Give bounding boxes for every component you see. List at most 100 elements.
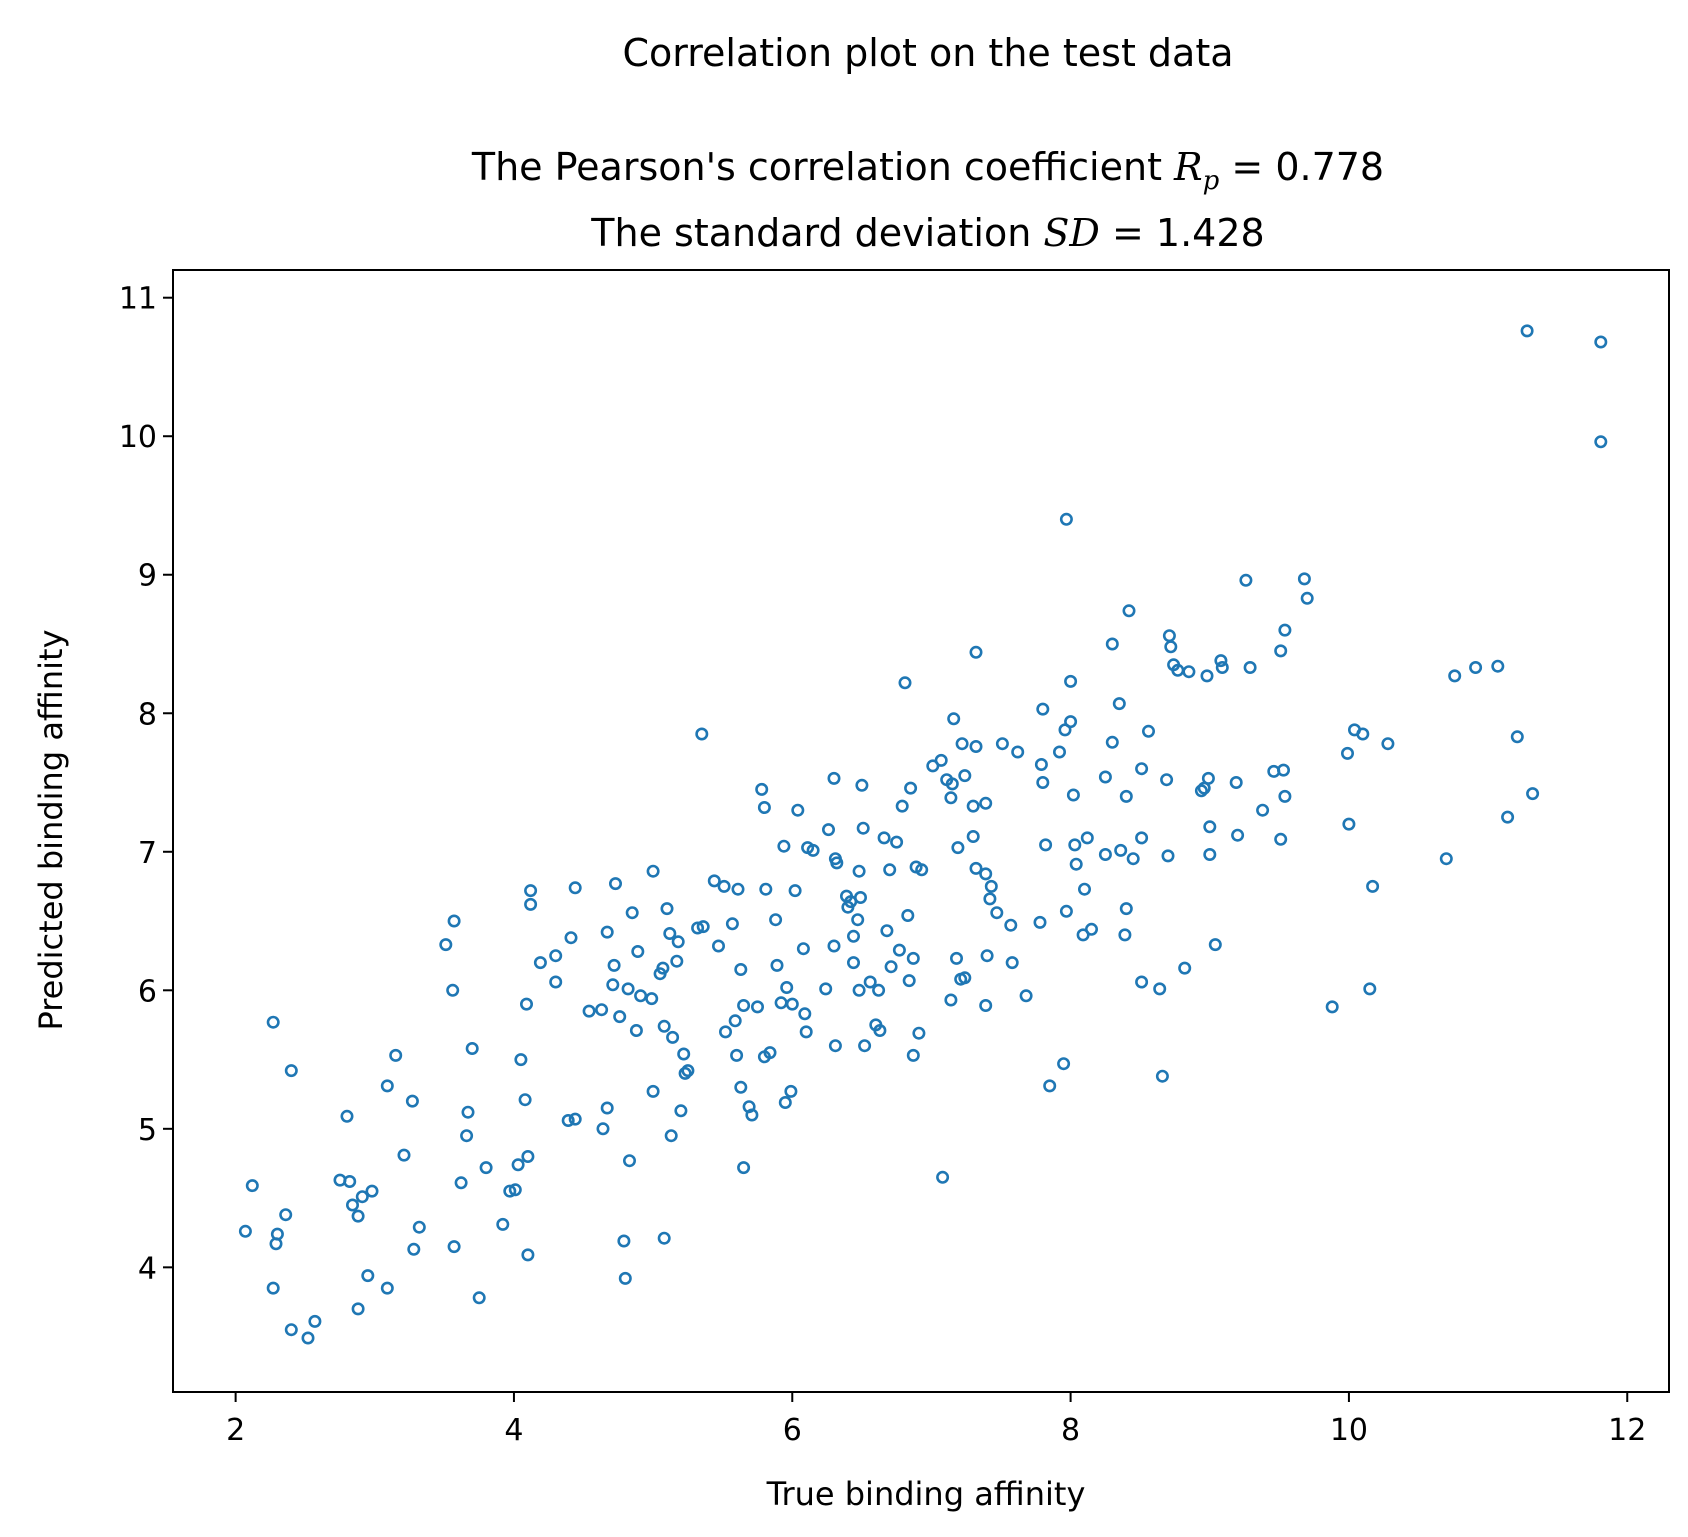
data-point — [351, 1209, 365, 1223]
x-tick-label: 6 — [783, 1413, 802, 1448]
data-point — [1033, 915, 1047, 929]
data-point — [1214, 654, 1228, 668]
data-point — [1297, 572, 1311, 586]
data-point — [351, 1302, 365, 1316]
data-point — [345, 1198, 359, 1212]
data-point — [681, 1064, 695, 1078]
data-point — [1520, 324, 1534, 338]
data-point — [853, 890, 867, 904]
data-point — [846, 956, 860, 970]
data-point — [606, 978, 620, 992]
data-point — [1363, 982, 1377, 996]
pearson-subscript: p — [1203, 166, 1220, 196]
data-point — [912, 1026, 926, 1040]
pearson-label: The Pearson's correlation coefficient — [471, 145, 1174, 189]
y-tick-label: 7 — [138, 836, 157, 871]
data-point — [389, 1048, 403, 1062]
data-point — [1381, 737, 1395, 751]
data-point — [1118, 928, 1132, 942]
data-point — [1278, 789, 1292, 803]
data-point — [1229, 775, 1243, 789]
data-point — [728, 1014, 742, 1028]
data-point — [906, 951, 920, 965]
data-point — [1019, 989, 1033, 1003]
data-point — [979, 796, 993, 810]
data-point — [1105, 735, 1119, 749]
data-point — [511, 1158, 525, 1172]
data-point — [791, 803, 805, 817]
data-point — [678, 1066, 692, 1080]
data-point — [1194, 784, 1208, 798]
data-point — [405, 1094, 419, 1108]
data-point — [718, 1025, 732, 1039]
data-point — [734, 1080, 748, 1094]
data-point — [944, 791, 958, 805]
data-point — [519, 997, 533, 1011]
data-point — [361, 1269, 375, 1283]
data-point — [737, 1161, 751, 1175]
data-point — [1080, 831, 1094, 845]
data-point — [618, 1271, 632, 1285]
data-point — [1098, 770, 1112, 784]
data-point — [877, 831, 891, 845]
x-tick-label: 2 — [226, 1413, 245, 1448]
data-point — [872, 983, 886, 997]
data-point — [1105, 637, 1119, 651]
data-point — [945, 777, 959, 791]
data-point — [980, 949, 994, 963]
data-points — [238, 324, 1608, 1345]
data-point — [827, 771, 841, 785]
data-point — [1491, 659, 1505, 673]
data-point — [1036, 775, 1050, 789]
y-axis-label: Predicted binding affinity — [32, 629, 70, 1030]
data-point — [465, 1042, 479, 1056]
data-point — [944, 993, 958, 1007]
data-point — [622, 1154, 636, 1168]
data-point — [1182, 665, 1196, 679]
data-point — [884, 960, 898, 974]
data-point — [670, 954, 684, 968]
data-point — [1510, 730, 1524, 744]
data-point — [880, 924, 894, 938]
data-point — [757, 800, 771, 814]
data-point — [1068, 838, 1082, 852]
data-point — [1161, 849, 1175, 863]
data-point — [1069, 857, 1083, 871]
data-point — [1526, 787, 1540, 801]
data-point — [1274, 644, 1288, 658]
data-point — [863, 975, 877, 989]
data-point — [796, 942, 810, 956]
data-point — [1064, 674, 1078, 688]
data-point — [1178, 961, 1192, 975]
data-point — [613, 1010, 627, 1024]
data-point — [898, 676, 912, 690]
plot-frame — [172, 269, 1670, 1393]
chart-subtitle-line-1: The Pearson's correlation coefficient Rp… — [471, 145, 1384, 196]
data-point — [1162, 629, 1176, 643]
data-point — [625, 906, 639, 920]
data-point — [447, 914, 461, 928]
data-point — [1160, 773, 1174, 787]
data-point — [1119, 902, 1133, 916]
data-point — [1098, 847, 1112, 861]
data-point — [533, 956, 547, 970]
data-point — [343, 1175, 357, 1189]
data-point — [778, 1096, 792, 1110]
data-point — [707, 874, 721, 888]
y-tick-label: 10 — [119, 420, 157, 455]
x-tick-label: 8 — [1061, 1413, 1080, 1448]
data-point — [1439, 852, 1453, 866]
data-point — [472, 1291, 486, 1305]
data-point — [1342, 817, 1356, 831]
data-point — [266, 1015, 280, 1029]
data-point — [828, 1039, 842, 1053]
data-point — [674, 1104, 688, 1118]
sd-label: The standard deviation — [590, 211, 1043, 255]
data-point — [1085, 922, 1099, 936]
data-point — [958, 769, 972, 783]
y-tick-label: 5 — [138, 1113, 157, 1148]
data-point — [777, 839, 791, 853]
data-point — [855, 778, 869, 792]
data-point — [717, 879, 731, 893]
